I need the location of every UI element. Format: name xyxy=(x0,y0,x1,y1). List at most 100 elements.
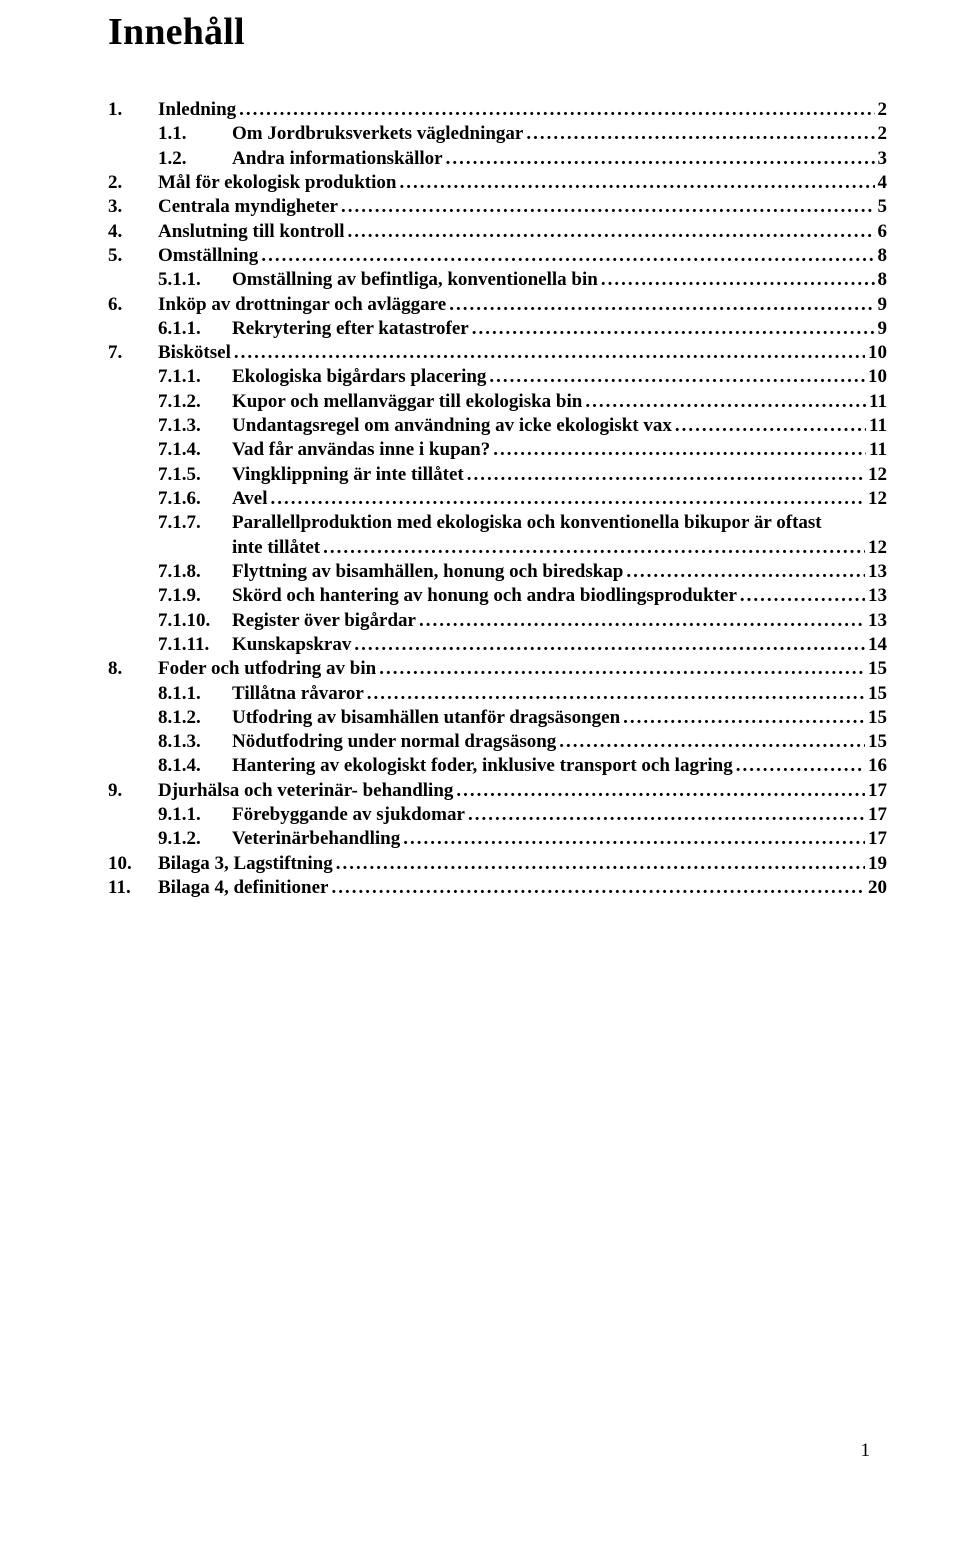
toc-entry: 8.1.2.Utfodring av bisamhällen utanför d… xyxy=(108,706,887,730)
toc-leader-dots xyxy=(467,463,865,487)
toc-entry-number: 1.2. xyxy=(158,147,232,171)
toc-leader-dots xyxy=(449,293,874,317)
toc-entry-page: 2 xyxy=(878,122,888,146)
toc-entry-label: Vingklippning är inte tillåtet xyxy=(232,463,464,487)
toc-entry: 5.1.1.Omställning av befintliga, konvent… xyxy=(108,268,887,292)
toc-entry: 9.Djurhälsa och veterinär- behandling17 xyxy=(108,779,887,803)
toc-leader-dots xyxy=(419,609,865,633)
toc-entry: 7.1.1.Ekologiska bigårdars placering10 xyxy=(108,365,887,389)
toc-entry-page: 11 xyxy=(869,438,887,462)
toc-entry-page: 3 xyxy=(878,147,888,171)
toc-entry-page: 10 xyxy=(868,365,887,389)
toc-entry-number: 7. xyxy=(108,341,158,365)
toc-entry-label: inte tillåtet xyxy=(232,536,320,560)
toc-entry-label: Hantering av ekologiskt foder, inklusive… xyxy=(232,754,733,778)
toc-entry-page: 15 xyxy=(868,706,887,730)
toc-entry-label: Omställning xyxy=(158,244,258,268)
toc-leader-dots xyxy=(367,682,865,706)
toc-entry: 7.1.3.Undantagsregel om användning av ic… xyxy=(108,414,887,438)
toc-leader-dots xyxy=(341,195,875,219)
toc-entry: 7.1.9.Skörd och hantering av honung och … xyxy=(108,584,887,608)
toc-entry-page: 2 xyxy=(878,98,888,122)
toc-entry-label: Andra informationskällor xyxy=(232,147,443,171)
toc-entry-page: 20 xyxy=(868,876,887,900)
toc-entry-page: 17 xyxy=(868,779,887,803)
toc-leader-dots xyxy=(623,706,865,730)
toc-leader-dots xyxy=(239,98,874,122)
toc-entry-page: 6 xyxy=(878,220,888,244)
toc-entry-label: Centrala myndigheter xyxy=(158,195,338,219)
toc-entry-page: 12 xyxy=(868,463,887,487)
toc-entry: 9.1.2.Veterinärbehandling17 xyxy=(108,827,887,851)
toc-entry-page: 12 xyxy=(868,536,887,560)
toc-leader-dots xyxy=(675,414,866,438)
toc-entry: 6.Inköp av drottningar och avläggare9 xyxy=(108,293,887,317)
toc-entry-number: 9.1.2. xyxy=(158,827,232,851)
toc-entry-label: Kunskapskrav xyxy=(232,633,351,657)
toc-entry-number: 8.1.3. xyxy=(158,730,232,754)
toc-leader-dots xyxy=(331,876,865,900)
toc-entry-label: Nödutfodring under normal dragsäsong xyxy=(232,730,556,754)
toc-entry-number: 1.1. xyxy=(158,122,232,146)
toc-entry-page: 9 xyxy=(878,317,888,341)
toc-entry-label: Rekrytering efter katastrofer xyxy=(232,317,469,341)
toc-entry-label: Utfodring av bisamhällen utanför dragsäs… xyxy=(232,706,620,730)
toc-entry-number: 9. xyxy=(108,779,158,803)
toc-leader-dots xyxy=(354,633,865,657)
toc-entry-page: 17 xyxy=(868,827,887,851)
toc-entry-page: 16 xyxy=(868,754,887,778)
toc-entry-label: Inköp av drottningar och avläggare xyxy=(158,293,446,317)
toc-entry-number: 6.1.1. xyxy=(158,317,232,341)
toc-entry: 7.1.7.Parallellproduktion med ekologiska… xyxy=(108,511,887,535)
toc-leader-dots xyxy=(472,317,875,341)
toc-entry-page: 13 xyxy=(868,560,887,584)
toc-entry: 7.1.2.Kupor och mellanväggar till ekolog… xyxy=(108,390,887,414)
toc-entry: 9.1.1.Förebyggande av sjukdomar17 xyxy=(108,803,887,827)
toc-entry: 6.1.1.Rekrytering efter katastrofer 9 xyxy=(108,317,887,341)
toc-entry-number: 8. xyxy=(108,657,158,681)
toc-entry-label: Parallellproduktion med ekologiska och k… xyxy=(232,511,822,535)
toc-leader-dots xyxy=(626,560,865,584)
toc-entry-label: Biskötsel xyxy=(158,341,231,365)
toc-entry-number: 5.1.1. xyxy=(158,268,232,292)
toc-entry-label: Avel xyxy=(232,487,268,511)
toc-entry-page: 11 xyxy=(869,390,887,414)
toc-entry-number: 7.1.10. xyxy=(158,609,232,633)
toc-entry-number: 6. xyxy=(108,293,158,317)
toc-entry-number: 4. xyxy=(108,220,158,244)
toc-entry-page: 8 xyxy=(878,244,888,268)
toc-leader-dots xyxy=(379,657,865,681)
toc-entry-number: 5. xyxy=(108,244,158,268)
toc-entry-number: 7.1.4. xyxy=(158,438,232,462)
toc-leader-dots xyxy=(585,390,866,414)
toc-entry-label: Ekologiska bigårdars placering xyxy=(232,365,486,389)
toc-entry-page: 14 xyxy=(868,633,887,657)
toc-entry-number: 2. xyxy=(108,171,158,195)
toc-entry: 7.1.8.Flyttning av bisamhällen, honung o… xyxy=(108,560,887,584)
toc-entry-label: Flyttning av bisamhällen, honung och bir… xyxy=(232,560,623,584)
toc-leader-dots xyxy=(403,827,865,851)
toc-entry: 7.1.11.Kunskapskrav14 xyxy=(108,633,887,657)
toc-entry-page: 17 xyxy=(868,803,887,827)
toc-leader-dots xyxy=(526,122,874,146)
toc-entry-label: Om Jordbruksverkets vägledningar xyxy=(232,122,523,146)
toc-leader-dots xyxy=(456,779,865,803)
toc-entry: 11.Bilaga 4, definitioner20 xyxy=(108,876,887,900)
toc-entry-page: 15 xyxy=(868,657,887,681)
toc-entry: 8.1.4.Hantering av ekologiskt foder, ink… xyxy=(108,754,887,778)
toc-entry-number: 7.1.5. xyxy=(158,463,232,487)
toc-entry-label: Bilaga 4, definitioner xyxy=(158,876,328,900)
toc-entry-number: 1. xyxy=(108,98,158,122)
toc-leader-dots xyxy=(336,852,865,876)
toc-entry: 7.1.5.Vingklippning är inte tillåtet 12 xyxy=(108,463,887,487)
toc-entry-page: 4 xyxy=(878,171,888,195)
toc-entry: 8.Foder och utfodring av bin15 xyxy=(108,657,887,681)
toc-entry-number: 8.1.2. xyxy=(158,706,232,730)
toc-entry-label: Undantagsregel om användning av icke eko… xyxy=(232,414,672,438)
toc-entry: 1.2.Andra informationskällor 3 xyxy=(108,147,887,171)
toc-entry-page: 15 xyxy=(868,730,887,754)
toc-entry-label: Tillåtna råvaror xyxy=(232,682,364,706)
toc-entry-label: Register över bigårdar xyxy=(232,609,416,633)
toc-entry-page: 8 xyxy=(878,268,888,292)
toc-entry-label: Vad får användas inne i kupan? xyxy=(232,438,490,462)
